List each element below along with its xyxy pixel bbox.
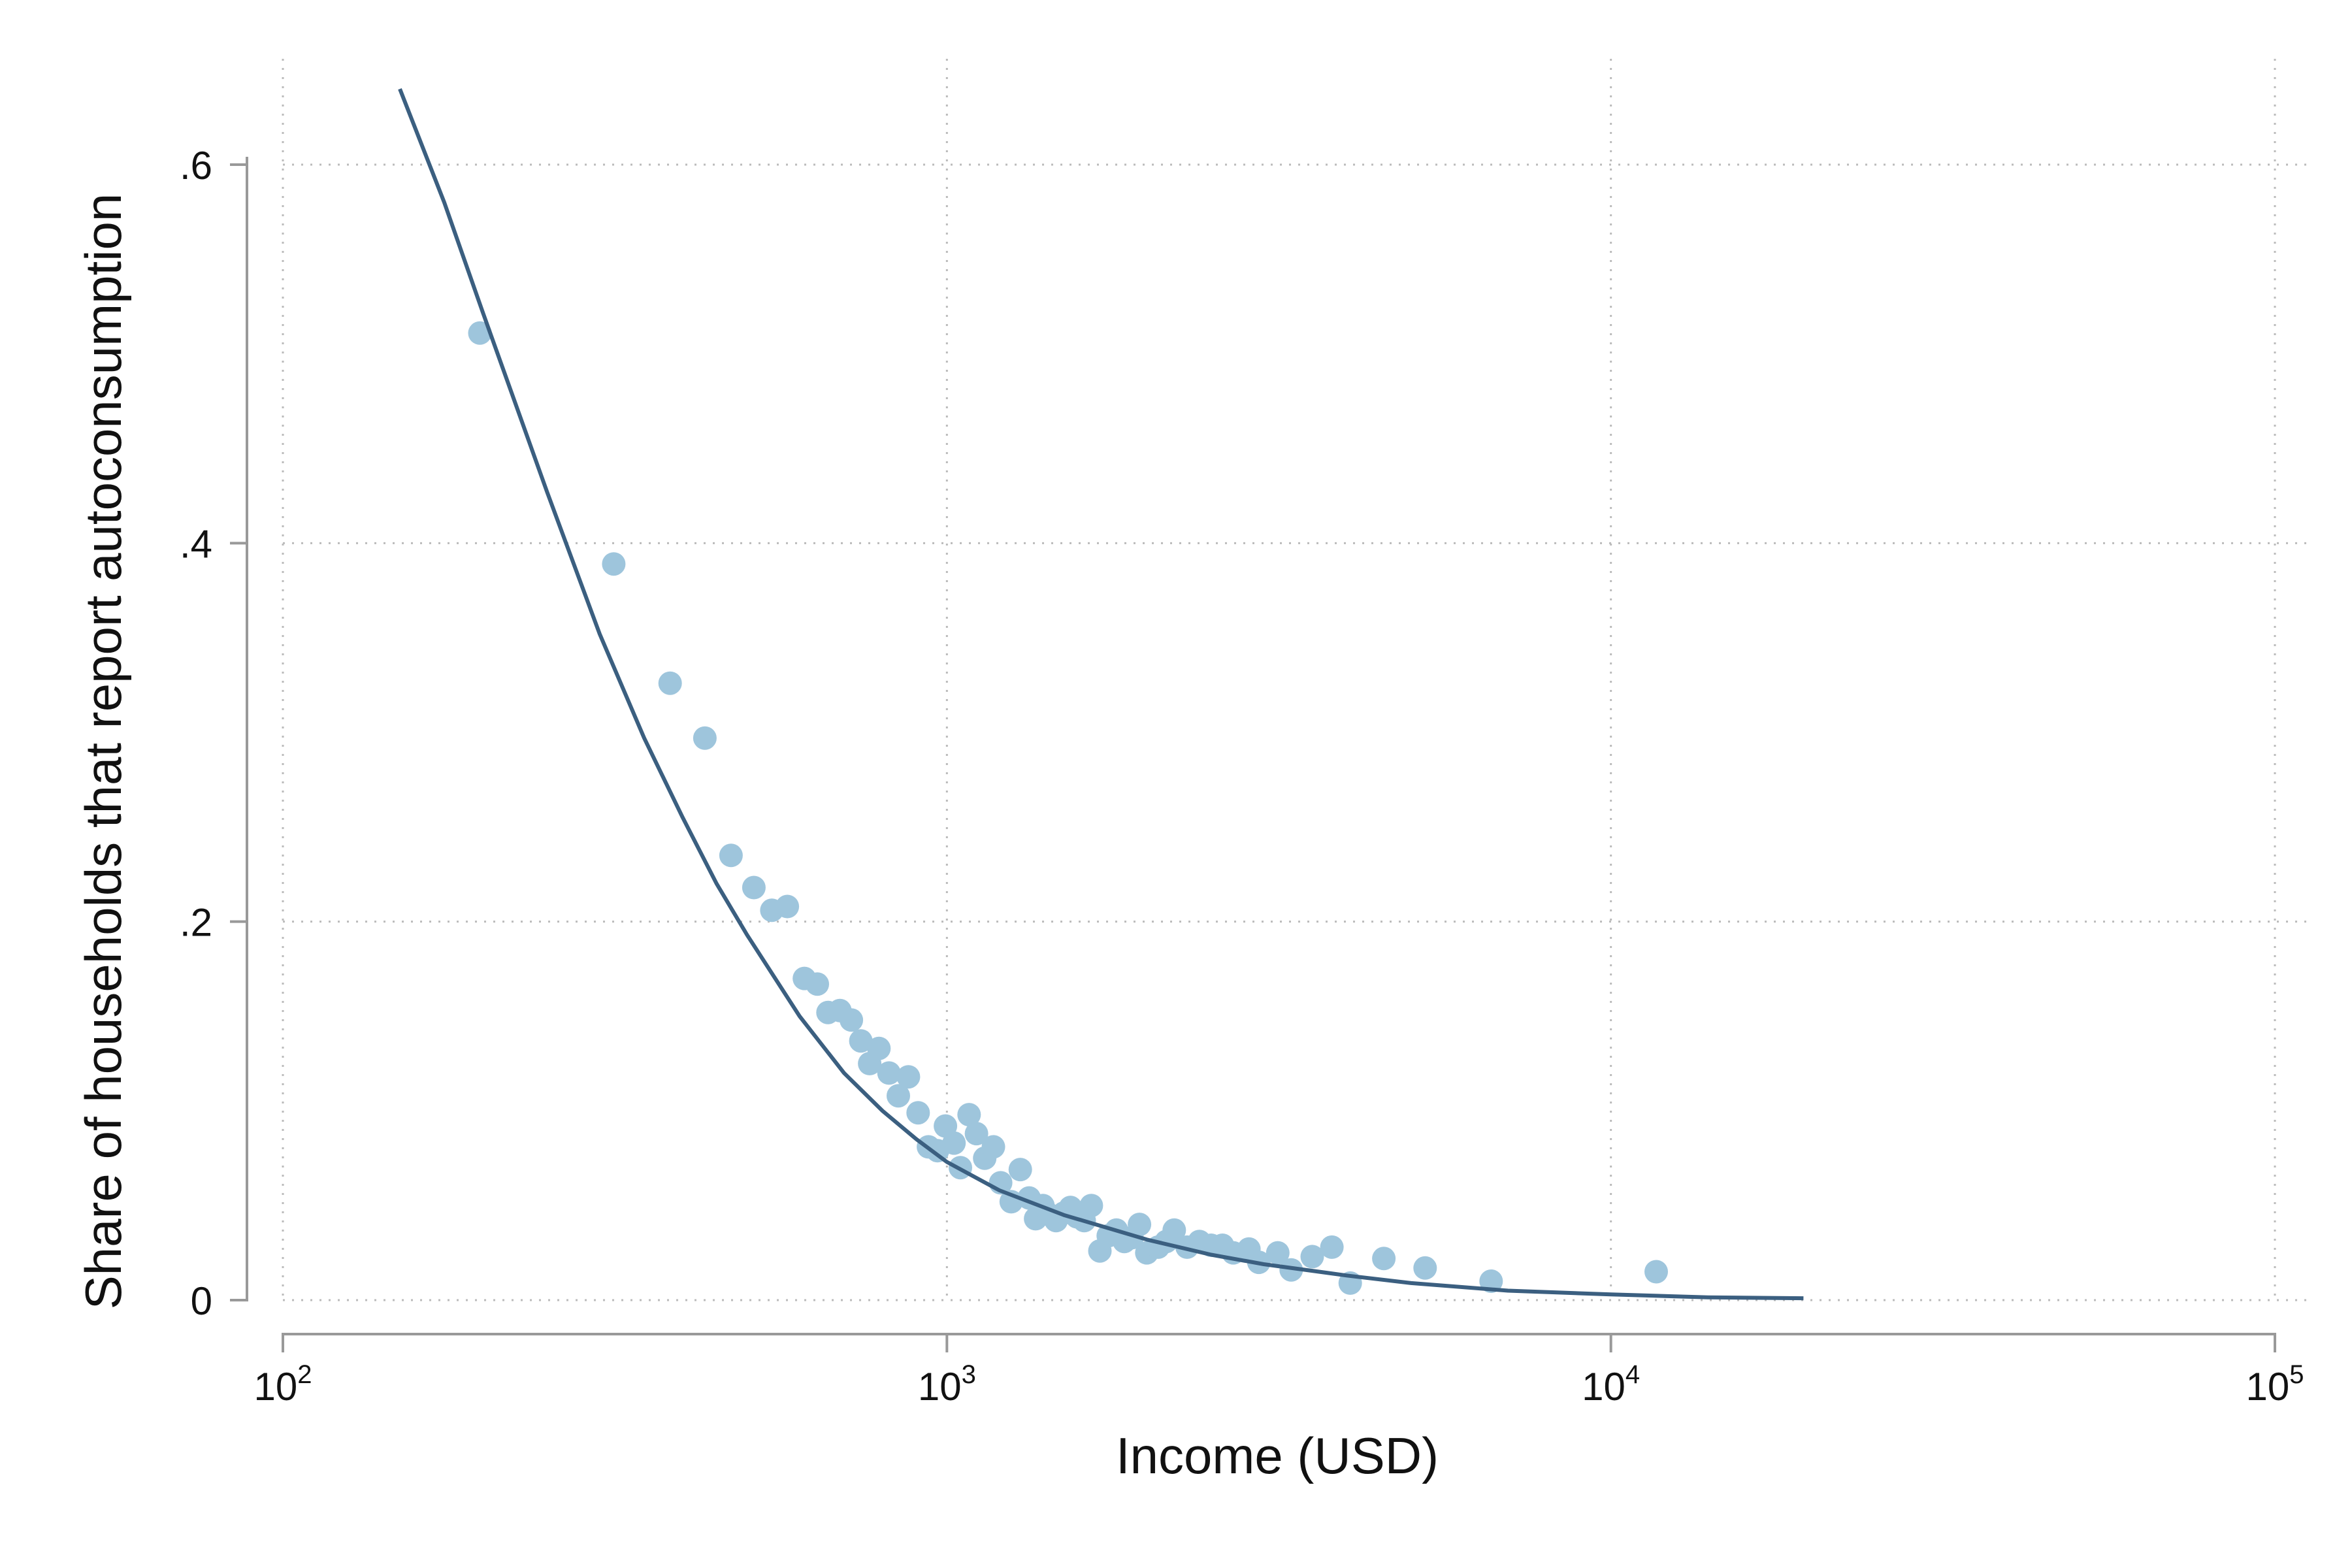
scatter-point xyxy=(1644,1260,1668,1284)
scatter-point xyxy=(1162,1218,1186,1242)
y-axis-title: Share of households that report autocons… xyxy=(74,193,132,1309)
x-tick-exponent: 5 xyxy=(2289,1360,2304,1389)
scatter-point xyxy=(776,894,800,919)
scatter-point xyxy=(840,1008,864,1032)
x-tick-label: 105 xyxy=(2246,1360,2304,1409)
scatter-point xyxy=(693,726,717,750)
scatter-points xyxy=(468,321,1668,1295)
scatter-point xyxy=(468,321,492,345)
y-tick-label: .4 xyxy=(180,522,212,566)
scatter-point xyxy=(742,875,766,900)
scatter-point xyxy=(1372,1247,1396,1271)
grid xyxy=(282,59,2313,1301)
scatter-point xyxy=(981,1135,1005,1159)
scatter-point xyxy=(719,843,743,868)
scatter-point xyxy=(1300,1245,1324,1269)
y-tick-label: .6 xyxy=(180,144,212,188)
x-tick-base: 10 xyxy=(254,1365,298,1409)
scatter-point xyxy=(964,1122,988,1146)
x-tick-exponent: 4 xyxy=(1625,1360,1640,1389)
x-tick-label: 103 xyxy=(918,1360,976,1409)
scatter-point xyxy=(896,1065,921,1089)
scatter-point xyxy=(849,1029,873,1053)
scatter-point xyxy=(877,1061,901,1085)
x-tick-base: 10 xyxy=(1582,1365,1625,1409)
x-tick-exponent: 3 xyxy=(962,1360,976,1389)
fit-line xyxy=(398,88,1804,1301)
axes xyxy=(246,157,2276,1335)
scatter-point xyxy=(942,1131,966,1155)
x-axis-title: Income (USD) xyxy=(1116,1427,1439,1484)
scatter-point xyxy=(1008,1158,1032,1182)
scatter-point xyxy=(1266,1241,1290,1265)
y-tick-label: .2 xyxy=(180,901,212,945)
scatter-point xyxy=(957,1103,981,1127)
scatter-point xyxy=(1320,1235,1344,1259)
scatter-point xyxy=(867,1036,891,1060)
x-tick-base: 10 xyxy=(918,1365,962,1409)
scatter-point xyxy=(806,972,829,996)
x-tick-label: 104 xyxy=(1582,1360,1640,1409)
scatter-point xyxy=(1079,1194,1103,1218)
fit-line-group xyxy=(398,88,1804,1301)
scatter-point xyxy=(602,552,626,576)
y-tick-label: 0 xyxy=(191,1279,212,1323)
scatter-point xyxy=(906,1101,930,1125)
scatter-point xyxy=(1128,1213,1152,1237)
scatter-point xyxy=(658,671,682,695)
scatter-point xyxy=(1413,1256,1437,1280)
scatter-point xyxy=(887,1084,910,1108)
x-tick-exponent: 2 xyxy=(297,1360,312,1389)
x-tick-base: 10 xyxy=(2246,1365,2290,1409)
x-tick-label: 102 xyxy=(254,1360,312,1409)
